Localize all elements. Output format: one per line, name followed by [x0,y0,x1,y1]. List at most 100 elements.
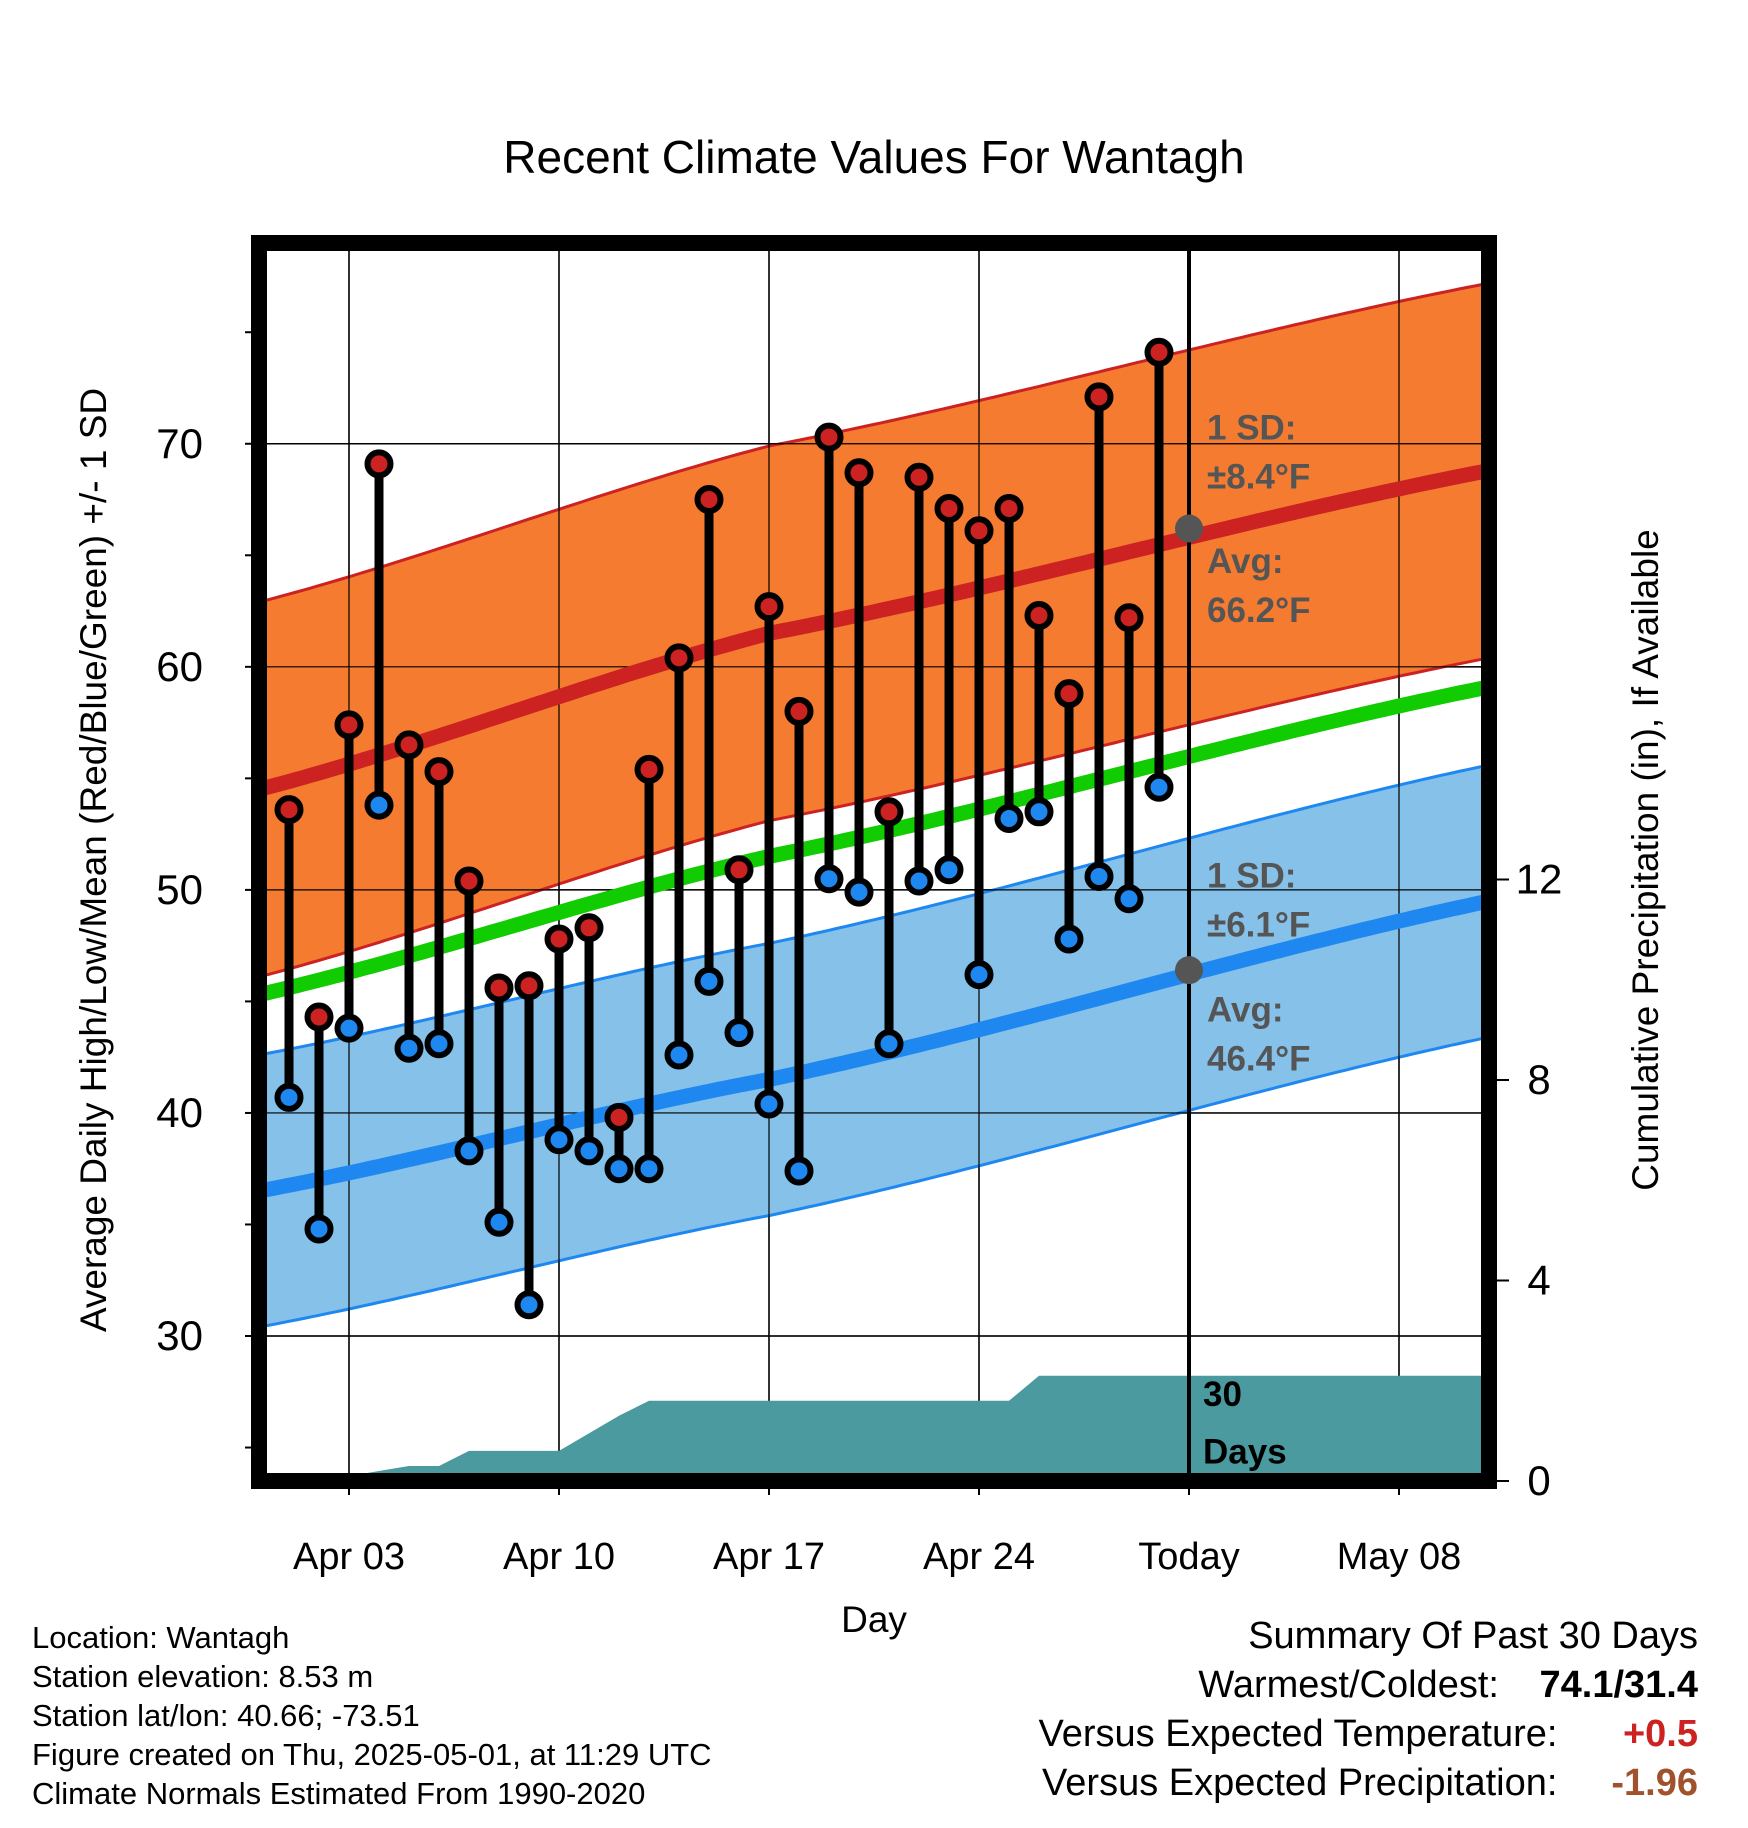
station-info: Location: Wantagh Station elevation: 8.5… [32,1618,712,1813]
obs-high-point [454,866,484,896]
today-high-avg-point [1175,514,1203,543]
obs-high-point [904,462,934,492]
obs-high-point [304,1002,334,1032]
obs-high-point [634,754,664,784]
obs-low-point [364,790,394,820]
obs-high-point [484,973,514,1003]
obs-high-point [604,1102,634,1132]
obs-low-point [664,1040,694,1070]
low-sd-label: 1 SD: [1207,857,1296,896]
high-sd-value: ±8.4°F [1207,457,1310,496]
obs-low-point [1024,797,1054,827]
precip-area [361,1375,1482,1474]
obs-low-point [304,1214,334,1244]
high-normal-line [266,464,1482,796]
obs-high-point [934,493,964,523]
low-avg-value: 46.4°F [1207,1040,1311,1079]
latlon-text: Station lat/lon: 40.66; -73.51 [32,1698,420,1733]
warmest-coldest-label: Warmest/Coldest: [1198,1664,1499,1706]
y2-tick-label: 12 [1516,856,1563,903]
obs-high-point [784,696,814,726]
y-tick-label: 70 [156,420,203,467]
precip-departure-value: -1.96 [1611,1762,1698,1804]
obs-high-point [424,757,454,787]
summary-panel: Summary Of Past 30 Days Warmest/Coldest:… [1039,1612,1698,1808]
y-axis-label: Average Daily High/Low/Mean (Red/Blue/Gr… [73,388,114,1332]
obs-low-point [694,966,724,996]
high-sd-label: 1 SD: [1207,408,1296,447]
temp-departure-label: Versus Expected Temperature: [1038,1713,1558,1755]
obs-high-point [394,730,424,760]
obs-low-point [574,1136,604,1166]
high-upper-sd-line [266,282,1482,602]
obs-low-point [724,1018,754,1048]
obs-low-point [544,1125,574,1155]
mean-normal-line [266,680,1482,1001]
summary-heading: Summary Of Past 30 Days [1248,1615,1698,1657]
x-tick-label: Today [1138,1536,1239,1578]
obs-low-point [274,1082,304,1112]
low-avg-label: Avg: [1207,990,1283,1029]
today-low-avg-point [1175,956,1203,985]
high-avg-value: 66.2°F [1207,591,1311,630]
obs-high-point [274,795,304,825]
normals-source-text: Climate Normals Estimated From 1990-2020 [32,1776,646,1811]
plot-frame [251,235,1497,1489]
obs-high-point [1144,337,1174,367]
obs-low-point [994,804,1024,834]
y-tick-label: 60 [156,643,203,690]
y2-tick-label: 8 [1527,1056,1550,1103]
obs-high-point [1114,603,1144,633]
obs-low-point [454,1136,484,1166]
low-sd-value: ±6.1°F [1207,906,1310,945]
obs-high-point [994,493,1024,523]
obs-high-point [844,458,874,488]
obs-high-point [814,422,844,452]
high-lower-sd-line [266,657,1482,977]
obs-low-point [1054,924,1084,954]
x-tick-label: Apr 10 [503,1536,615,1578]
obs-low-point [394,1033,424,1063]
low-lower-sd-line [266,1037,1482,1328]
obs-low-point [784,1156,814,1186]
obs-high-point [724,855,754,885]
created-text: Figure created on Thu, 2025-05-01, at 11… [32,1737,712,1772]
low-band [266,766,1482,1326]
obs-high-point [964,516,994,546]
y-tick-label: 50 [156,866,203,913]
obs-low-point [754,1089,784,1119]
obs-low-point [634,1154,664,1184]
x-tick-label: Apr 17 [713,1536,825,1578]
obs-low-point [874,1029,904,1059]
obs-high-point [1084,382,1114,412]
high-avg-label: Avg: [1207,542,1283,581]
y2-tick-label: 4 [1527,1257,1550,1304]
warmest-coldest-value: 74.1/31.4 [1539,1664,1698,1706]
obs-low-point [904,866,934,896]
y2-axis-label: Cumulative Precipitation (in), If Availa… [1625,529,1666,1191]
obs-low-point [334,1013,364,1043]
x-axis-label: Day [841,1599,907,1640]
y-tick-label: 40 [156,1089,203,1136]
location-text: Location: Wantagh [32,1620,290,1655]
obs-high-point [514,971,544,1001]
obs-high-point [364,449,394,479]
precip-departure-label: Versus Expected Precipitation: [1042,1762,1558,1804]
precip-days-label: Days [1203,1432,1287,1471]
obs-high-point [874,797,904,827]
high-band [266,284,1482,976]
obs-high-point [694,485,724,515]
obs-high-point [544,924,574,954]
x-tick-label: Apr 24 [923,1536,1035,1578]
y-tick-label: 30 [156,1312,203,1359]
obs-low-point [604,1154,634,1184]
obs-low-point [934,855,964,885]
obs-low-point [1084,861,1114,891]
obs-low-point [424,1029,454,1059]
obs-low-point [964,960,994,990]
obs-high-point [1054,679,1084,709]
obs-low-point [844,877,874,907]
obs-low-point [484,1207,514,1237]
obs-low-point [1144,772,1174,802]
